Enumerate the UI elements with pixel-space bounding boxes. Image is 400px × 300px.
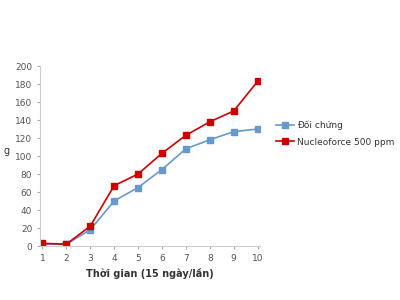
Đối chứng [64, 242, 69, 246]
Line: Nucleoforce 500 ppm: Nucleoforce 500 ppm [40, 79, 260, 247]
Nucleoforce 500 ppm [231, 109, 236, 113]
Nucleoforce 500 ppm [207, 120, 212, 124]
Đối chứng [207, 138, 212, 142]
Nucleoforce 500 ppm [255, 80, 260, 83]
Đối chứng [88, 228, 93, 232]
Đối chứng [40, 242, 45, 246]
Line: Đối chứng: Đối chứng [40, 126, 260, 247]
Đối chứng [160, 168, 164, 171]
Đối chứng [112, 199, 116, 203]
Đối chứng [136, 186, 140, 189]
Nucleoforce 500 ppm [112, 184, 116, 188]
Nucleoforce 500 ppm [40, 242, 45, 245]
Đối chứng [184, 147, 188, 151]
Nucleoforce 500 ppm [64, 242, 69, 246]
Legend: Đối chứng, Nucleoforce 500 ppm: Đối chứng, Nucleoforce 500 ppm [276, 121, 394, 147]
Nucleoforce 500 ppm [136, 172, 140, 176]
Nucleoforce 500 ppm [184, 134, 188, 137]
Y-axis label: g: g [4, 146, 10, 156]
Nucleoforce 500 ppm [88, 224, 93, 228]
Nucleoforce 500 ppm [160, 152, 164, 155]
X-axis label: Thời gian (15 ngày/lần): Thời gian (15 ngày/lần) [86, 268, 214, 279]
Đối chứng [255, 127, 260, 131]
Đối chứng [231, 130, 236, 134]
